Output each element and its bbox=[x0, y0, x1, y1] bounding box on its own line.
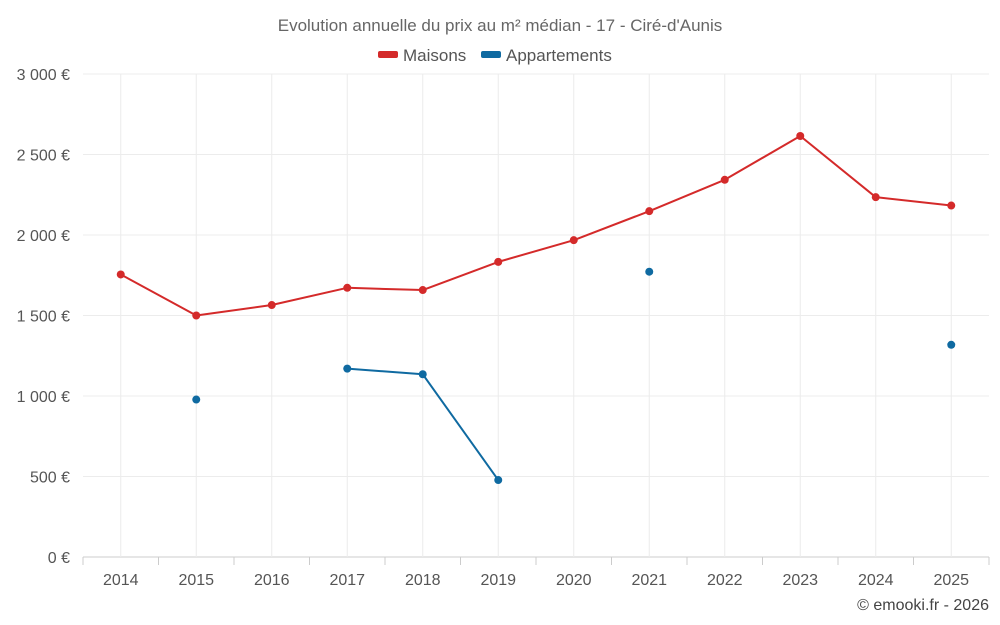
data-point-maisons[interactable] bbox=[569, 236, 578, 245]
data-point-appartements[interactable] bbox=[192, 395, 201, 404]
y-axis-labels: 0 € 500 € 1 000 € 1 500 € 2 000 € 2 500 € 3 00… bbox=[17, 67, 70, 567]
y-tick-label: 0 € bbox=[48, 550, 70, 567]
y-tick-label: 1 000 € bbox=[17, 389, 70, 406]
series-appartements bbox=[192, 267, 956, 485]
series-maisons bbox=[116, 131, 956, 320]
x-tick-label: 2021 bbox=[631, 572, 667, 589]
series-line-maisons bbox=[120, 134, 952, 317]
data-point-maisons[interactable] bbox=[947, 201, 956, 210]
data-point-appartements[interactable] bbox=[494, 476, 503, 485]
y-tick-label: 500 € bbox=[30, 470, 70, 487]
legend-label-appartements: Appartements bbox=[506, 46, 612, 65]
y-tick-label: 3 000 € bbox=[17, 67, 70, 84]
data-point-maisons[interactable] bbox=[871, 193, 880, 202]
credit: © emooki.fr - 2026 bbox=[857, 597, 989, 614]
data-point-maisons[interactable] bbox=[116, 270, 125, 279]
legend-swatch-appartements bbox=[481, 51, 501, 58]
legend: Maisons Appartements bbox=[378, 46, 612, 65]
x-tick-label: 2023 bbox=[782, 572, 818, 589]
chart-title: Evolution annuelle du prix au m² médian … bbox=[278, 16, 723, 35]
data-point-appartements[interactable] bbox=[418, 370, 427, 379]
x-tick-label: 2015 bbox=[178, 572, 214, 589]
grid bbox=[83, 73, 989, 558]
x-tick-label: 2017 bbox=[329, 572, 365, 589]
legend-label-maisons: Maisons bbox=[403, 46, 466, 65]
x-axis-labels: 2014 2015 2016 2017 2018 2019 2020 2021 2022 2023… bbox=[82, 557, 990, 589]
data-point-maisons[interactable] bbox=[645, 207, 654, 216]
x-tick-label: 2024 bbox=[858, 572, 894, 589]
x-tick-label: 2018 bbox=[405, 572, 441, 589]
x-tick-label: 2014 bbox=[103, 572, 139, 589]
data-point-maisons[interactable] bbox=[267, 301, 276, 310]
legend-item-maisons[interactable]: Maisons bbox=[378, 46, 466, 65]
y-tick-label: 2 500 € bbox=[17, 148, 70, 165]
data-point-appartements[interactable] bbox=[343, 364, 352, 373]
data-point-appartements[interactable] bbox=[645, 267, 654, 276]
x-tick-label: 2019 bbox=[480, 572, 516, 589]
data-point-maisons[interactable] bbox=[192, 311, 201, 320]
data-point-maisons[interactable] bbox=[343, 283, 352, 292]
data-point-maisons[interactable] bbox=[494, 257, 503, 266]
x-tick-label: 2020 bbox=[556, 572, 592, 589]
data-point-maisons[interactable] bbox=[418, 286, 427, 295]
legend-item-appartements[interactable]: Appartements bbox=[481, 46, 612, 65]
data-point-maisons[interactable] bbox=[796, 131, 805, 140]
y-tick-label: 2 000 € bbox=[17, 228, 70, 245]
x-tick-label: 2022 bbox=[707, 572, 743, 589]
data-point-appartements[interactable] bbox=[947, 340, 956, 349]
data-point-maisons[interactable] bbox=[720, 175, 729, 184]
y-tick-label: 1 500 € bbox=[17, 309, 70, 326]
x-tick-label: 2025 bbox=[933, 572, 969, 589]
series bbox=[116, 131, 956, 485]
legend-swatch-maisons bbox=[378, 51, 398, 58]
x-tick-label: 2016 bbox=[254, 572, 290, 589]
